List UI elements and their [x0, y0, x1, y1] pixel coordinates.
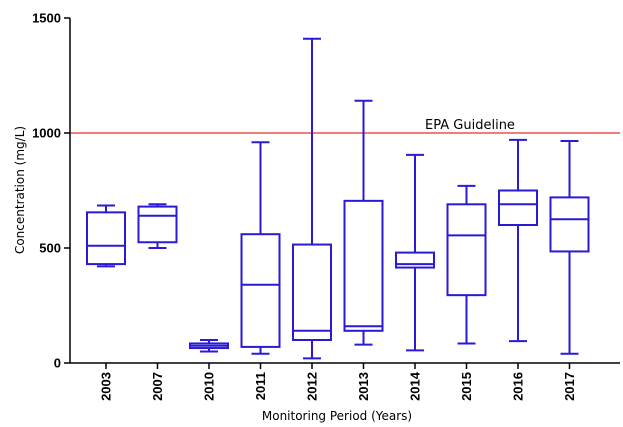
y-tick-label: 1000 [32, 126, 61, 141]
x-tick-label: 2007 [150, 372, 165, 401]
box [86, 211, 126, 266]
x-tick-label: 2015 [459, 372, 474, 401]
x-tick-label: 2017 [562, 372, 577, 401]
x-tick-label: 2016 [511, 372, 526, 401]
x-axis-title: Monitoring Period (Years) [262, 409, 412, 423]
box [292, 243, 332, 341]
x-tick-label: 2011 [253, 372, 268, 400]
y-tick-label: 1500 [32, 11, 61, 26]
x-tick-label: 2010 [202, 372, 217, 401]
box [137, 205, 178, 244]
plot-area: EPA Guideline 0 500 1000 1500 2003 2007 2010 201… [32, 11, 620, 401]
reference-line-label: EPA Guideline [425, 118, 515, 133]
box [446, 203, 487, 297]
x-tick-label: 2003 [99, 372, 114, 401]
y-tick-label: 500 [39, 241, 61, 256]
x-tick-label: 2013 [356, 372, 371, 401]
y-tick-label: 0 [54, 356, 61, 371]
box [240, 233, 281, 348]
box [498, 189, 538, 226]
x-tick-label: 2012 [305, 372, 320, 401]
box [395, 251, 435, 269]
y-axis-title: Concentration (mg/L) [13, 126, 27, 254]
box [549, 196, 590, 253]
box [343, 199, 384, 332]
x-tick-label: 2014 [408, 371, 423, 401]
